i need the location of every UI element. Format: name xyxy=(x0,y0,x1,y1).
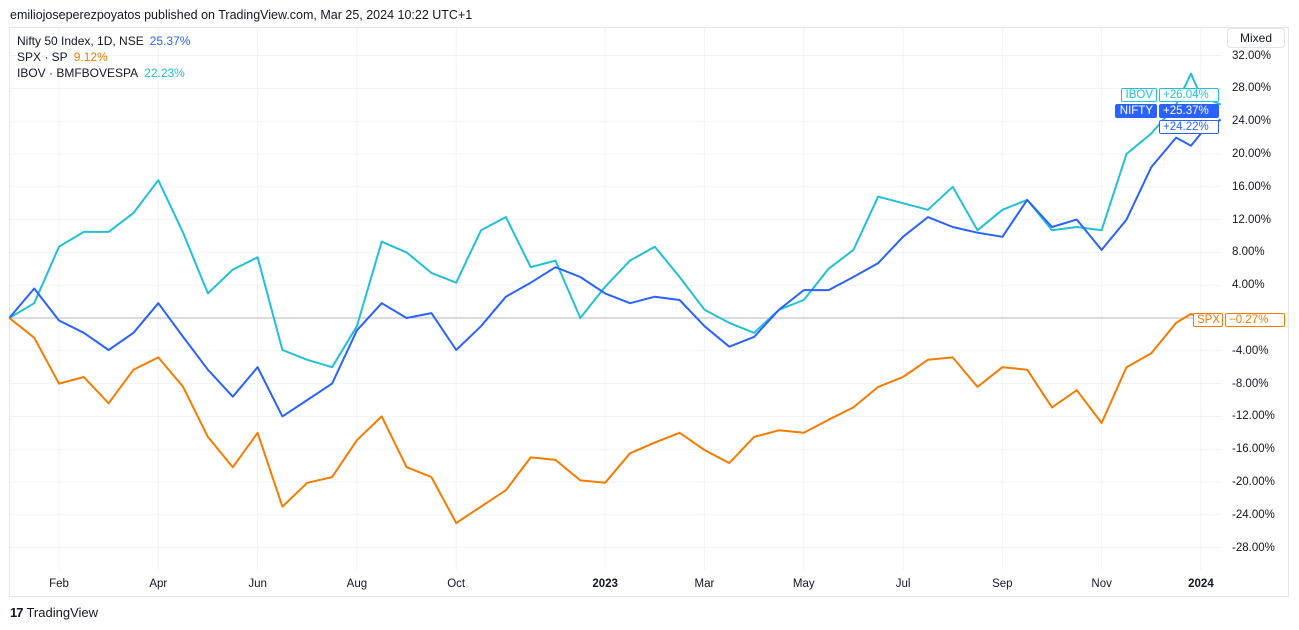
nifty-series-tag: NIFTY xyxy=(1115,104,1157,118)
legend-label: Nifty 50 Index, 1D, NSE xyxy=(17,34,144,48)
series-line-ibov[interactable] xyxy=(8,72,1222,369)
x-tick-label: Sep xyxy=(992,578,1013,590)
x-tick-label: Mar xyxy=(694,578,715,590)
x-tick-label: Feb xyxy=(49,578,69,590)
x-tick-label: Oct xyxy=(447,578,466,590)
y-tick-label: -16.00% xyxy=(1232,443,1275,456)
brand-name: TradingView xyxy=(26,605,99,620)
x-tick-label: Apr xyxy=(149,578,168,590)
y-tick-label: -24.00% xyxy=(1232,508,1275,521)
series-line-spx[interactable] xyxy=(8,312,1221,524)
nifty-secondary-price-tag: +24.22% xyxy=(1159,120,1219,134)
spx-series-tag: SPX xyxy=(1193,313,1223,327)
nifty-price-tag: +25.37% xyxy=(1159,104,1219,118)
y-tick-label: 28.00% xyxy=(1232,82,1272,95)
published-caption: emiliojoseperezpoyatos published on Trad… xyxy=(10,8,473,22)
legend-value: 9.12% xyxy=(73,50,108,64)
legend-value: 25.37% xyxy=(149,34,191,48)
x-tick-label: Nov xyxy=(1091,578,1112,590)
legend-item-spx[interactable]: SPX · SP 9.12% xyxy=(17,49,190,65)
legend-item-ibov[interactable]: IBOV · BMFBOVESPA 22.23% xyxy=(17,65,190,81)
series-line-nifty[interactable] xyxy=(8,118,1222,418)
y-tick-label: -20.00% xyxy=(1232,476,1275,488)
x-tick-label: May xyxy=(792,578,815,590)
y-tick-label: 4.00% xyxy=(1232,279,1265,292)
y-tick-label: -28.00% xyxy=(1232,541,1275,554)
x-tick-label: 2024 xyxy=(1188,578,1214,590)
y-tick-label: 20.00% xyxy=(1232,148,1272,160)
y-tick-label: 16.00% xyxy=(1232,180,1272,193)
y-tick-label: 24.00% xyxy=(1232,115,1272,128)
y-tick-label: 32.00% xyxy=(1232,49,1272,62)
x-tick-label: Jul xyxy=(895,578,911,590)
legend-label: SPX · SP xyxy=(17,50,68,64)
legend-label: IBOV · BMFBOVESPA xyxy=(17,66,139,80)
spx-price-tag: −0.27% xyxy=(1225,313,1285,327)
legend: Nifty 50 Index, 1D, NSE 25.37% SPX · SP 9.… xyxy=(17,33,190,81)
tradingview-logo[interactable]: 17 TradingView xyxy=(10,605,98,620)
y-tick-label: 12.00% xyxy=(1232,213,1272,226)
chart-frame xyxy=(9,27,1289,597)
x-tick-label: 2023 xyxy=(592,578,618,590)
scale-mode-button[interactable]: Mixed xyxy=(1227,28,1285,48)
x-tick-label: Jun xyxy=(248,578,267,590)
tradingview-logo-icon: 17 xyxy=(10,605,24,620)
legend-value: 22.23% xyxy=(144,66,185,80)
y-tick-label: -12.00% xyxy=(1232,410,1275,423)
x-tick-label: Aug xyxy=(346,578,368,590)
y-tick-label: 8.00% xyxy=(1232,246,1265,259)
ibov-price-tag: +26.04% xyxy=(1159,88,1219,102)
y-tick-label: -4.00% xyxy=(1232,344,1269,357)
y-tick-label: -8.00% xyxy=(1232,377,1269,390)
ibov-series-tag: IBOV xyxy=(1121,88,1157,102)
legend-item-nifty[interactable]: Nifty 50 Index, 1D, NSE 25.37% xyxy=(17,33,190,49)
